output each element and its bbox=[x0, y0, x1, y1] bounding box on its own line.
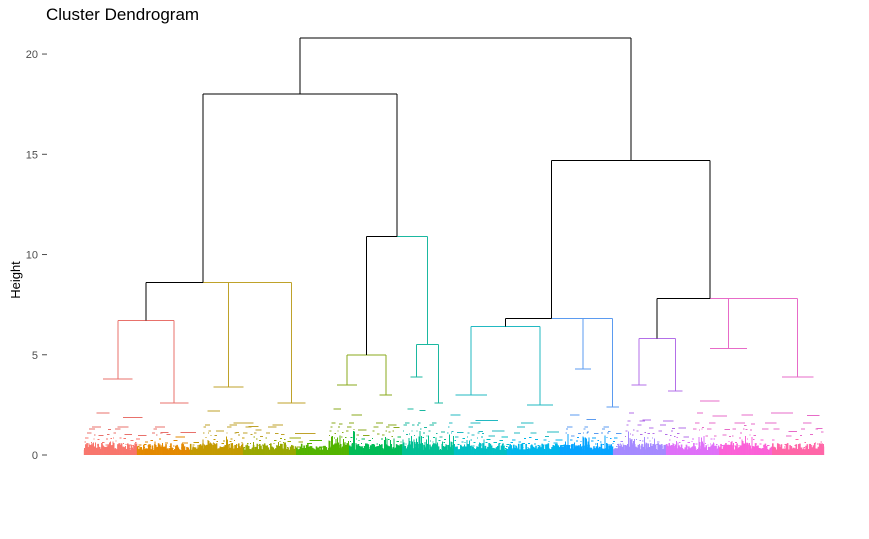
y-tick-label: 10 bbox=[26, 250, 38, 262]
y-tick-label: 20 bbox=[26, 49, 38, 61]
y-axis-title: Height bbox=[8, 261, 23, 299]
chart-title: Cluster Dendrogram bbox=[46, 5, 200, 24]
y-tick-label: 15 bbox=[26, 149, 38, 161]
y-tick-label: 0 bbox=[32, 450, 38, 462]
y-tick-label: 5 bbox=[32, 350, 38, 362]
